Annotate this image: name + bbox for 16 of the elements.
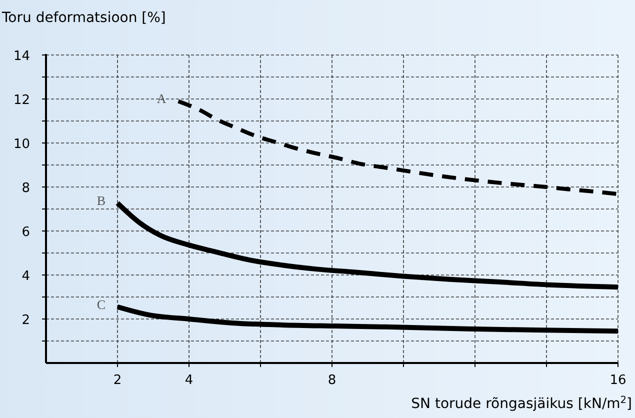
y-tick-label: 2 xyxy=(22,313,30,328)
x-axis-title: SN torude rõngasjäikus [kN/m$^{2}$] xyxy=(411,394,632,412)
x-tick-label: 8 xyxy=(328,373,336,388)
y-tick-label: 8 xyxy=(22,181,30,196)
series-label: C xyxy=(96,296,106,312)
x-tick-label: 4 xyxy=(184,373,194,388)
y-tick-label: 6 xyxy=(22,225,30,240)
series-label: B xyxy=(96,193,106,208)
x-tick-label: 16 xyxy=(610,373,626,388)
series-label: A xyxy=(156,91,167,106)
y-tick-label: 14 xyxy=(13,49,30,64)
y-tick-label: 4 xyxy=(22,269,30,284)
y-tick-label: 10 xyxy=(13,137,30,152)
y-tick-label: 12 xyxy=(13,93,30,108)
y-axis-title: Toru deformatsioon [%] xyxy=(1,10,166,26)
x-tick-label: 2 xyxy=(113,373,122,388)
